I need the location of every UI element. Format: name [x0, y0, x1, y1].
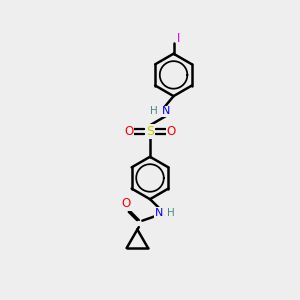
Text: O: O [124, 125, 134, 138]
Text: N: N [162, 106, 170, 116]
Text: N: N [154, 208, 163, 218]
Text: H: H [167, 208, 175, 218]
Text: H: H [150, 106, 158, 116]
Text: I: I [177, 32, 181, 46]
Text: O: O [167, 125, 176, 138]
Text: O: O [122, 197, 131, 210]
Text: S: S [146, 125, 154, 138]
